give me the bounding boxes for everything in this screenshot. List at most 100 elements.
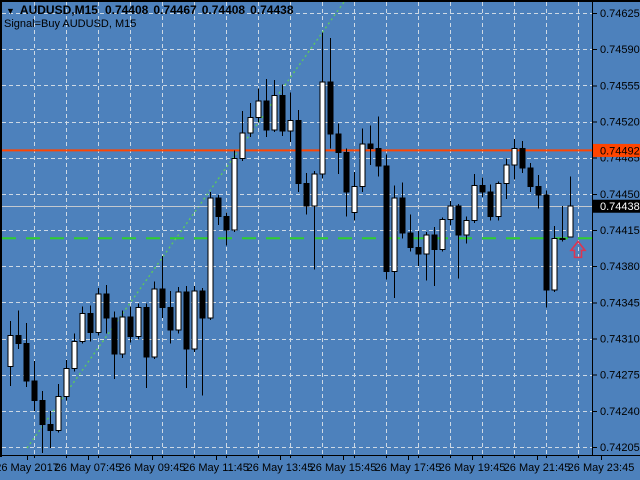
price-axis-label: 0.74415 (600, 225, 640, 237)
quote-low: 0.74408 (201, 3, 246, 17)
symbol-period-label: AUDUSD,M15 (19, 3, 98, 17)
candlestick-up (7, 334, 14, 367)
candlestick-down (375, 147, 382, 167)
candlestick-up (447, 205, 454, 221)
candlestick-down (143, 307, 150, 358)
candlestick-down (335, 133, 342, 153)
candlestick-down (215, 197, 222, 218)
candlestick-down (15, 334, 22, 345)
candlestick-up (471, 185, 478, 222)
price-axis-label: 0.74310 (600, 334, 640, 346)
time-axis-label: 26 May 09:45 (119, 462, 186, 474)
candlestick-down (415, 247, 422, 255)
bid-price-tag: 0.74438 (600, 201, 640, 213)
price-axis-label: 0.74380 (600, 261, 640, 273)
candlestick-up (271, 95, 278, 131)
candlestick-up (319, 81, 326, 175)
buy-signal-arrow-icon (569, 240, 587, 259)
price-axis-label: 0.74205 (600, 442, 640, 454)
candlestick-down (519, 147, 526, 169)
time-axis-label: 26 May 15:45 (310, 462, 377, 474)
candlestick-down (87, 313, 94, 333)
price-axis-label: 0.74625 (600, 8, 640, 20)
time-axis-label: 26 May 13:45 (247, 462, 314, 474)
candlestick-down (223, 216, 230, 231)
candlestick-up (495, 183, 502, 218)
chart-header: ▼ AUDUSD,M15 0.74408 0.74467 0.74408 0.74438 … (4, 3, 299, 31)
resistance-price-tag-bg (593, 143, 640, 157)
candlestick-down (303, 183, 310, 207)
candlestick-up (95, 293, 102, 333)
quote-open: 0.74408 (104, 3, 149, 17)
candlestick-up (79, 313, 86, 343)
price-axis-label: 0.74450 (600, 189, 640, 201)
candlestick-down (455, 205, 462, 236)
price-axis-label: 0.74275 (600, 370, 640, 382)
time-axis-label: 26 May 2017 (0, 462, 59, 474)
candlestick-up (151, 288, 158, 358)
candlestick-down (103, 293, 110, 319)
candlestick-up (63, 367, 70, 397)
candlestick-down (559, 237, 566, 240)
candlestick-down (199, 290, 206, 319)
candlestick-down (527, 167, 534, 188)
candlestick-down (167, 307, 174, 331)
time-axis-label: 26 May 07:45 (55, 462, 122, 474)
candlestick-up (175, 291, 182, 331)
candlestick-up (359, 143, 366, 188)
candlestick-down (327, 81, 334, 135)
candlestick-down (127, 316, 134, 337)
time-axis-label: 26 May 17:45 (375, 462, 442, 474)
price-axis-label: 0.74345 (600, 297, 640, 309)
candlestick-up (287, 119, 294, 132)
price-axis-label: 0.74520 (600, 117, 640, 129)
price-axis-label: 0.74590 (600, 44, 640, 56)
candlestick-down (183, 291, 190, 350)
candlestick-down (47, 423, 54, 431)
bid-price-tag-bg (593, 199, 640, 213)
candlestick-up (135, 307, 142, 337)
candlestick-down (343, 152, 350, 193)
time-axis-label: 26 May 19:45 (439, 462, 506, 474)
candlestick-up (239, 132, 246, 160)
candlestick-up (567, 205, 574, 238)
candlestick-down (23, 343, 30, 382)
candlestick-up (255, 100, 262, 118)
candlestick-down (111, 317, 118, 355)
candlestick-up (551, 237, 558, 291)
candlestick-up (207, 197, 214, 319)
candlestick-down (399, 197, 406, 234)
candlestick-up (119, 316, 126, 355)
candlestick-down (279, 95, 286, 132)
candlestick-down (383, 165, 390, 272)
candlestick-up (503, 164, 510, 184)
candlestick-up (247, 116, 254, 134)
candlestick-up (191, 290, 198, 350)
candlestick-down (367, 143, 374, 149)
candlestick-down (31, 380, 38, 402)
candlestick-down (431, 234, 438, 251)
candlestick-down (543, 194, 550, 291)
time-axis-label: 26 May 11:45 (183, 462, 249, 474)
candlestick-up (71, 341, 78, 369)
time-axis-label: 26 May 21:45 (504, 462, 571, 474)
trend-line (26, 0, 346, 449)
candlestick-down (295, 119, 302, 184)
candlestick-down (407, 232, 414, 249)
resistance-price-tag: 0.74492 (600, 145, 640, 157)
candlestick-up (55, 395, 62, 431)
candlestick-up (463, 220, 470, 236)
candlestick-up (511, 147, 518, 166)
window-border-top (0, 0, 640, 2)
candlestick-down (479, 185, 486, 193)
candlestick-up (311, 173, 318, 207)
candlestick-up (391, 197, 398, 272)
candlestick-down (39, 400, 46, 425)
symbol-dropdown-icon[interactable]: ▼ (6, 6, 15, 16)
price-axis-label: 0.74240 (600, 406, 640, 418)
candlestick-up (231, 158, 238, 231)
time-axis-label: 26 May 23:45 (568, 462, 635, 474)
symbol-ohlc-line: ▼ AUDUSD,M15 0.74408 0.74467 0.74408 0.74438 (6, 3, 299, 18)
